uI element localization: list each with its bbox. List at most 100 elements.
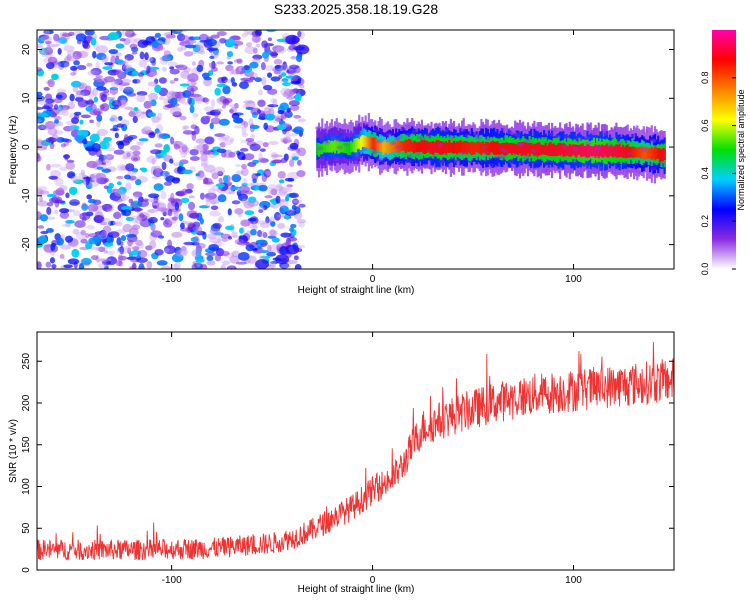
- noise-blob: [222, 98, 230, 106]
- ridge-cell: [369, 135, 372, 150]
- noise-blob: [127, 38, 138, 44]
- ridge-halo-blob: [357, 160, 364, 165]
- noise-blob: [277, 170, 286, 179]
- noise-blob: [151, 116, 160, 124]
- noise-blob: [95, 247, 102, 252]
- noise-blob: [122, 209, 132, 217]
- ridge-cell: [417, 141, 420, 153]
- ridge-cell: [655, 147, 658, 160]
- ridge-cell: [403, 141, 406, 151]
- ridge-cell: [424, 140, 427, 154]
- noise-blob: [296, 218, 307, 224]
- ridge-halo-blob: [505, 130, 512, 135]
- ridge-cell: [538, 142, 541, 156]
- noise-blob: [84, 85, 92, 94]
- ridge-cell: [612, 146, 615, 158]
- noise-blob: [225, 38, 236, 48]
- noise-blob: [258, 208, 264, 214]
- noise-blob: [247, 199, 259, 207]
- noise-blob: [139, 51, 145, 60]
- noise-blob: [37, 44, 43, 49]
- noise-blob: [104, 241, 114, 247]
- noise-blob: [224, 225, 235, 231]
- noise-blob: [45, 137, 57, 143]
- noise-blob: [230, 186, 242, 191]
- ridge-halo-blob: [446, 163, 453, 168]
- ridge-cell: [515, 144, 518, 154]
- noise-blob: [122, 89, 133, 94]
- noise-blob: [44, 40, 52, 45]
- noise-blob: [221, 104, 226, 109]
- noise-blob: [292, 198, 300, 205]
- ridge-cell: [633, 146, 636, 158]
- noise-blob: [216, 148, 227, 154]
- noise-blob: [203, 164, 216, 173]
- noise-blob: [85, 176, 90, 186]
- ridge-cell: [477, 141, 480, 153]
- ridge-cell: [565, 145, 568, 156]
- noise-blob: [109, 117, 116, 122]
- noise-blob: [43, 30, 54, 35]
- ridge-halo-blob: [641, 147, 648, 152]
- noise-blob: [110, 55, 116, 65]
- noise-blob: [107, 250, 115, 256]
- noise-blob: [164, 218, 170, 225]
- ridge-halo-blob: [522, 127, 529, 132]
- noise-blob: [236, 58, 243, 64]
- noise-blob: [225, 64, 234, 72]
- noise-blob: [270, 98, 276, 103]
- noise-blob: [289, 159, 295, 167]
- ridge-halo-blob: [502, 149, 509, 154]
- noise-blob: [107, 32, 120, 41]
- noise-blob: [46, 193, 57, 198]
- ridge-cell: [438, 141, 441, 155]
- noise-blob: [154, 143, 163, 148]
- noise-blob: [37, 97, 47, 105]
- snr-y-tick-label: 50: [21, 522, 32, 534]
- noise-blob: [136, 114, 147, 119]
- noise-blob: [279, 102, 289, 111]
- ridge-cell: [451, 142, 454, 154]
- noise-blob: [209, 169, 216, 175]
- ridge-halo-blob: [544, 168, 551, 173]
- ridge-halo-blob: [377, 139, 384, 144]
- ridge-halo-blob: [405, 124, 412, 129]
- noise-blob: [272, 98, 278, 107]
- ridge-cell: [616, 145, 620, 158]
- noise-blob: [243, 100, 255, 104]
- ridge-halo-blob: [321, 164, 328, 169]
- noise-blob: [291, 204, 297, 211]
- noise-blob: [107, 147, 116, 152]
- ridge-cell: [364, 135, 367, 148]
- ridge-halo-blob: [498, 147, 505, 152]
- ridge-halo-blob: [596, 170, 603, 175]
- noise-blob: [123, 134, 129, 143]
- noise-blob: [136, 257, 148, 263]
- noise-blob: [202, 143, 209, 151]
- noise-blob: [195, 230, 206, 236]
- ridge-cell: [639, 146, 642, 159]
- noise-blob: [157, 37, 166, 42]
- noise-blob: [171, 216, 178, 221]
- noise-blob: [157, 112, 162, 121]
- noise-blob: [207, 233, 217, 240]
- noise-blob: [193, 145, 205, 151]
- ridge-halo-blob: [480, 123, 487, 128]
- ridge-halo-blob: [510, 167, 517, 172]
- ridge-halo-blob: [411, 129, 418, 134]
- snr-y-tick-label: 200: [21, 394, 32, 411]
- noise-blob: [266, 251, 277, 257]
- ridge-halo-blob: [405, 132, 412, 137]
- ridge-cell: [478, 142, 481, 154]
- noise-blob: [160, 217, 165, 221]
- ridge-cell: [562, 142, 565, 157]
- noise-blob: [84, 232, 90, 239]
- noise-blob: [249, 143, 261, 152]
- noise-blob: [124, 53, 134, 61]
- noise-blob: [37, 118, 42, 123]
- noise-blob: [286, 67, 296, 74]
- noise-blob: [259, 200, 271, 209]
- noise-blob: [235, 170, 245, 175]
